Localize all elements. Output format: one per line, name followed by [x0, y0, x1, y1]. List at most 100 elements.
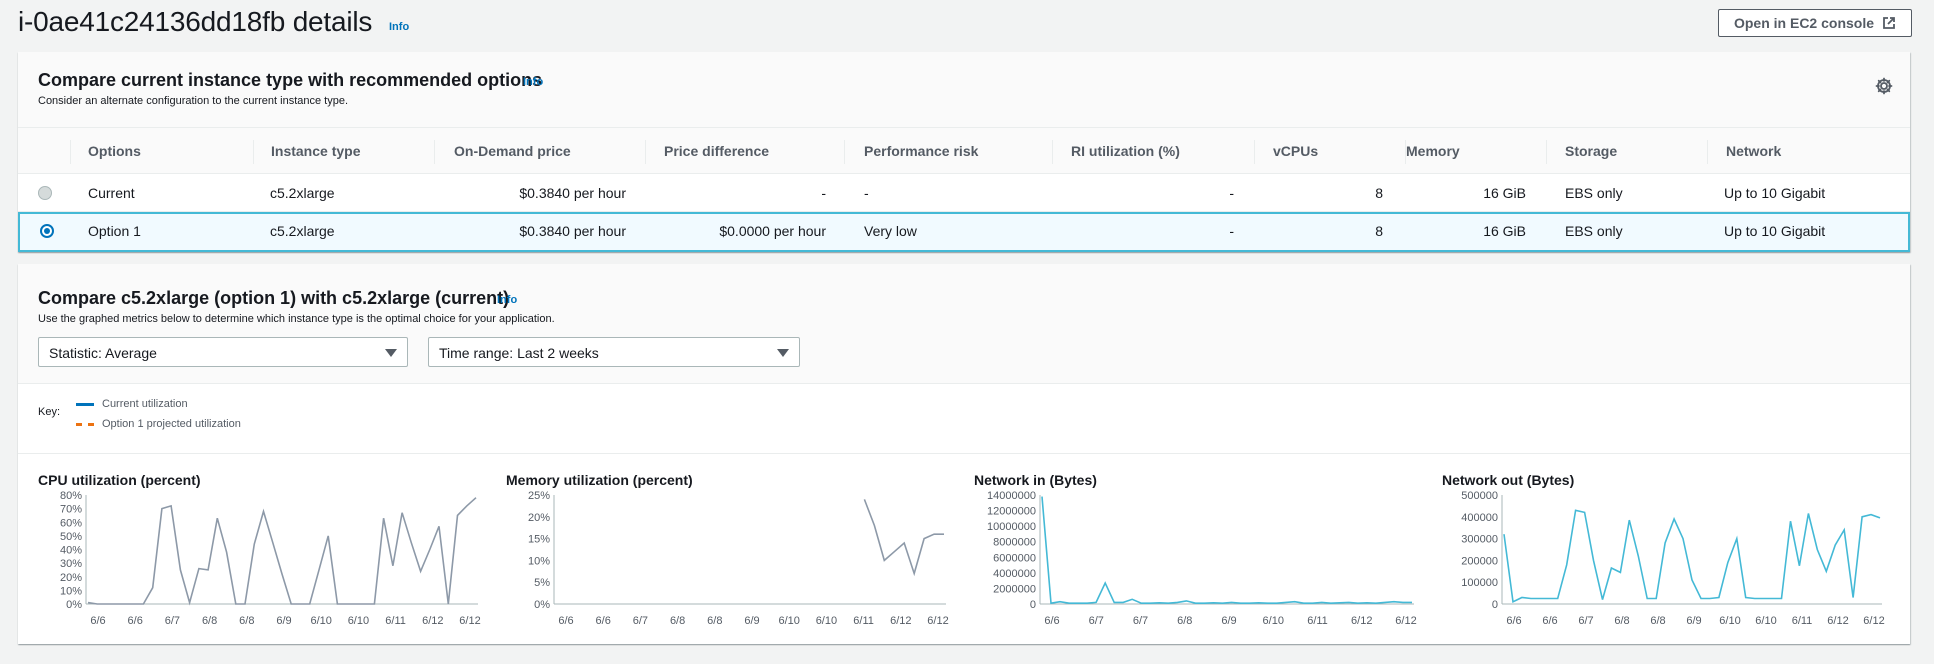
cell-ri: - [1229, 185, 1234, 201]
col-ondemand-price[interactable]: On-Demand price [454, 143, 571, 159]
statistic-select[interactable]: Statistic: Average [38, 337, 408, 367]
cell-memory: 16 GiB [1483, 223, 1526, 239]
cell-vcpus: 8 [1375, 223, 1383, 239]
page-info-link[interactable]: Info [389, 21, 410, 33]
y-tick-label: 8000000 [993, 537, 1036, 549]
x-tick-label: 6/8 [707, 615, 722, 627]
y-tick-label: 200000 [1461, 555, 1498, 567]
y-tick-label: 5% [534, 577, 550, 589]
key-current-label: Current utilization [102, 398, 188, 410]
y-tick-label: 0% [66, 599, 82, 611]
chart-key: Key: Current utilization Option 1 projec… [18, 384, 1910, 454]
memory-chart: 25% 20% 15% 10% 5% 0% 6/6 6/6 6/7 6/8 6/8 6/9 6/10 6/… [528, 490, 949, 627]
y-tick-label: 100000 [1461, 577, 1498, 589]
cell-instance-type: c5.2xlarge [270, 223, 335, 239]
x-tick-label: 6/12 [1351, 615, 1372, 627]
column-divider [844, 140, 845, 164]
x-tick-label: 6/12 [1863, 615, 1884, 627]
x-tick-label: 6/6 [1044, 615, 1059, 627]
metrics-header: Compare c5.2xlarge (option 1) with c5.2x… [18, 264, 1910, 384]
x-tick-label: 6/9 [1221, 615, 1236, 627]
col-storage[interactable]: Storage [1565, 143, 1618, 159]
key-label: Key: [38, 406, 61, 418]
x-tick-label: 6/10 [348, 615, 369, 627]
cell-option: Option 1 [88, 223, 141, 239]
x-tick-label: 6/8 [202, 615, 217, 627]
x-tick-label: 6/11 [1307, 615, 1328, 627]
col-performance-risk[interactable]: Performance risk [864, 143, 979, 159]
statistic-select-value: Statistic: Average [49, 345, 157, 361]
open-ec2-console-button[interactable]: Open in EC2 console [1718, 9, 1912, 37]
x-tick-label: 6/6 [1542, 615, 1557, 627]
column-divider [645, 140, 646, 164]
x-tick-label: 6/10 [1263, 615, 1284, 627]
col-vcpus[interactable]: vCPUs [1273, 143, 1319, 159]
col-price-difference[interactable]: Price difference [664, 143, 770, 159]
y-tick-label: 80% [60, 490, 82, 502]
radio-current[interactable] [38, 186, 52, 200]
y-tick-label: 10% [528, 555, 550, 567]
chart-title-network-out: Network out (Bytes) [1442, 472, 1575, 488]
x-tick-label: 6/7 [1089, 615, 1104, 627]
col-options[interactable]: Options [88, 143, 141, 159]
x-tick-label: 6/12 [422, 615, 443, 627]
x-tick-label: 6/11 [853, 615, 874, 627]
table-row-option-1[interactable]: Option 1 c5.2xlarge $0.3840 per hour $0.… [18, 212, 1910, 252]
metrics-info-link[interactable]: Info [497, 294, 518, 306]
cell-price-diff: - [821, 185, 826, 201]
table-row-current[interactable]: Current c5.2xlarge $0.3840 per hour - - … [18, 174, 1910, 212]
col-instance-type[interactable]: Instance type [271, 143, 361, 159]
compare-title: Compare current instance type with recom… [38, 70, 543, 90]
col-memory[interactable]: Memory [1406, 143, 1460, 159]
series-line [1041, 496, 1412, 605]
col-network[interactable]: Network [1726, 143, 1782, 159]
compare-description: Consider an alternate configuration to t… [38, 95, 349, 107]
y-tick-label: 2000000 [993, 583, 1036, 595]
y-tick-label: 0 [1030, 599, 1036, 611]
column-divider [1405, 140, 1406, 164]
cell-storage: EBS only [1565, 185, 1623, 201]
metrics-title: Compare c5.2xlarge (option 1) with c5.2x… [38, 288, 510, 308]
y-tick-label: 10% [60, 585, 82, 597]
series-line [863, 499, 944, 577]
x-tick-label: 6/10 [816, 615, 837, 627]
y-tick-label: 4000000 [993, 568, 1036, 580]
x-tick-label: 6/12 [927, 615, 948, 627]
y-tick-label: 0% [534, 599, 550, 611]
metrics-card: Compare c5.2xlarge (option 1) with c5.2x… [18, 264, 1910, 644]
y-tick-label: 12000000 [987, 506, 1036, 518]
column-divider [253, 140, 254, 164]
x-tick-label: 6/8 [1177, 615, 1192, 627]
x-tick-label: 6/10 [310, 615, 331, 627]
caret-down-icon [385, 349, 397, 357]
cell-price-diff: $0.0000 per hour [719, 223, 826, 239]
cpu-chart: 80% 70%60% 50% 40%30% 20%10% 0% 6/6 6/6 6/7 6/8 6/… [60, 490, 481, 627]
x-tick-label: 6/7 [165, 615, 180, 627]
column-divider [1546, 140, 1547, 164]
cell-instance-type: c5.2xlarge [270, 185, 335, 201]
column-divider [434, 140, 435, 164]
y-tick-label: 50% [60, 531, 82, 543]
cell-memory: 16 GiB [1483, 185, 1526, 201]
cell-ri: - [1229, 223, 1234, 239]
col-ri-utilization[interactable]: RI utilization (%) [1071, 143, 1180, 159]
cell-network: Up to 10 Gigabit [1724, 223, 1826, 239]
x-tick-label: 6/9 [276, 615, 291, 627]
x-tick-label: 6/12 [1827, 615, 1848, 627]
y-tick-label: 500000 [1461, 490, 1498, 502]
x-tick-label: 6/9 [744, 615, 759, 627]
x-tick-label: 6/11 [385, 615, 406, 627]
series-line [87, 497, 477, 606]
column-divider [70, 140, 71, 164]
time-range-select[interactable]: Time range: Last 2 weeks [428, 337, 800, 367]
compare-info-link[interactable]: Info [523, 76, 544, 88]
caret-down-icon [777, 349, 789, 357]
current-swatch [76, 402, 94, 406]
x-tick-label: 6/7 [1578, 615, 1593, 627]
compare-options-card: Compare current instance type with recom… [18, 52, 1910, 252]
x-tick-label: 6/12 [890, 615, 911, 627]
gear-icon[interactable] [1874, 76, 1894, 96]
x-tick-label: 6/10 [1719, 615, 1740, 627]
compare-header: Compare current instance type with recom… [18, 52, 1910, 128]
radio-option-1[interactable] [40, 224, 54, 238]
